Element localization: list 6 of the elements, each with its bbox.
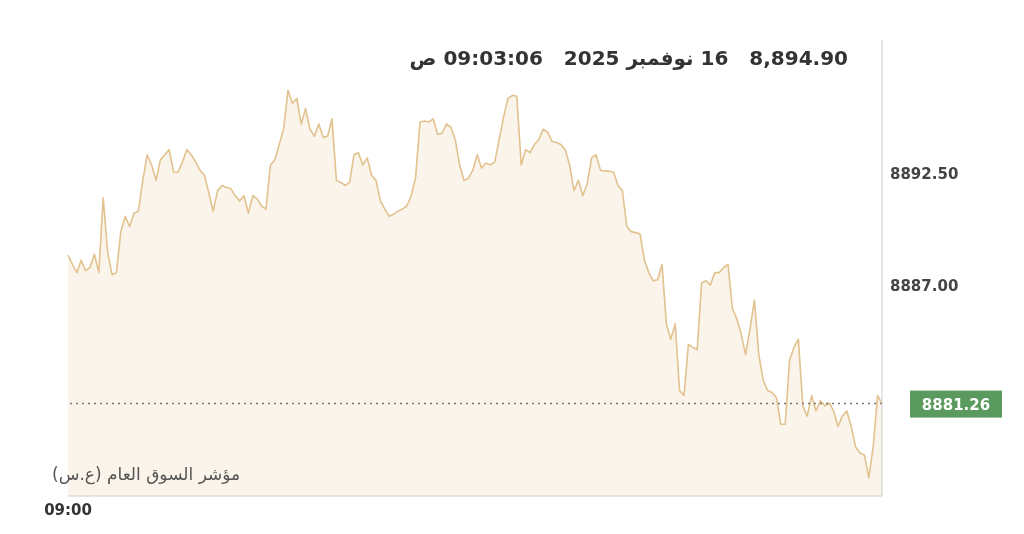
y-tick-label: 8892.50 — [890, 164, 959, 183]
ref-line-label: 8881.26 — [921, 395, 991, 414]
y-tick-label: 8887.00 — [890, 277, 959, 296]
x-tick-label: 09:00 — [44, 500, 92, 519]
annotation: مؤشر السوق العام (ع.س) — [52, 464, 241, 484]
chart-title: 8,894.90 16 نوفمبر 2025 09:03:06 ص — [409, 46, 848, 70]
